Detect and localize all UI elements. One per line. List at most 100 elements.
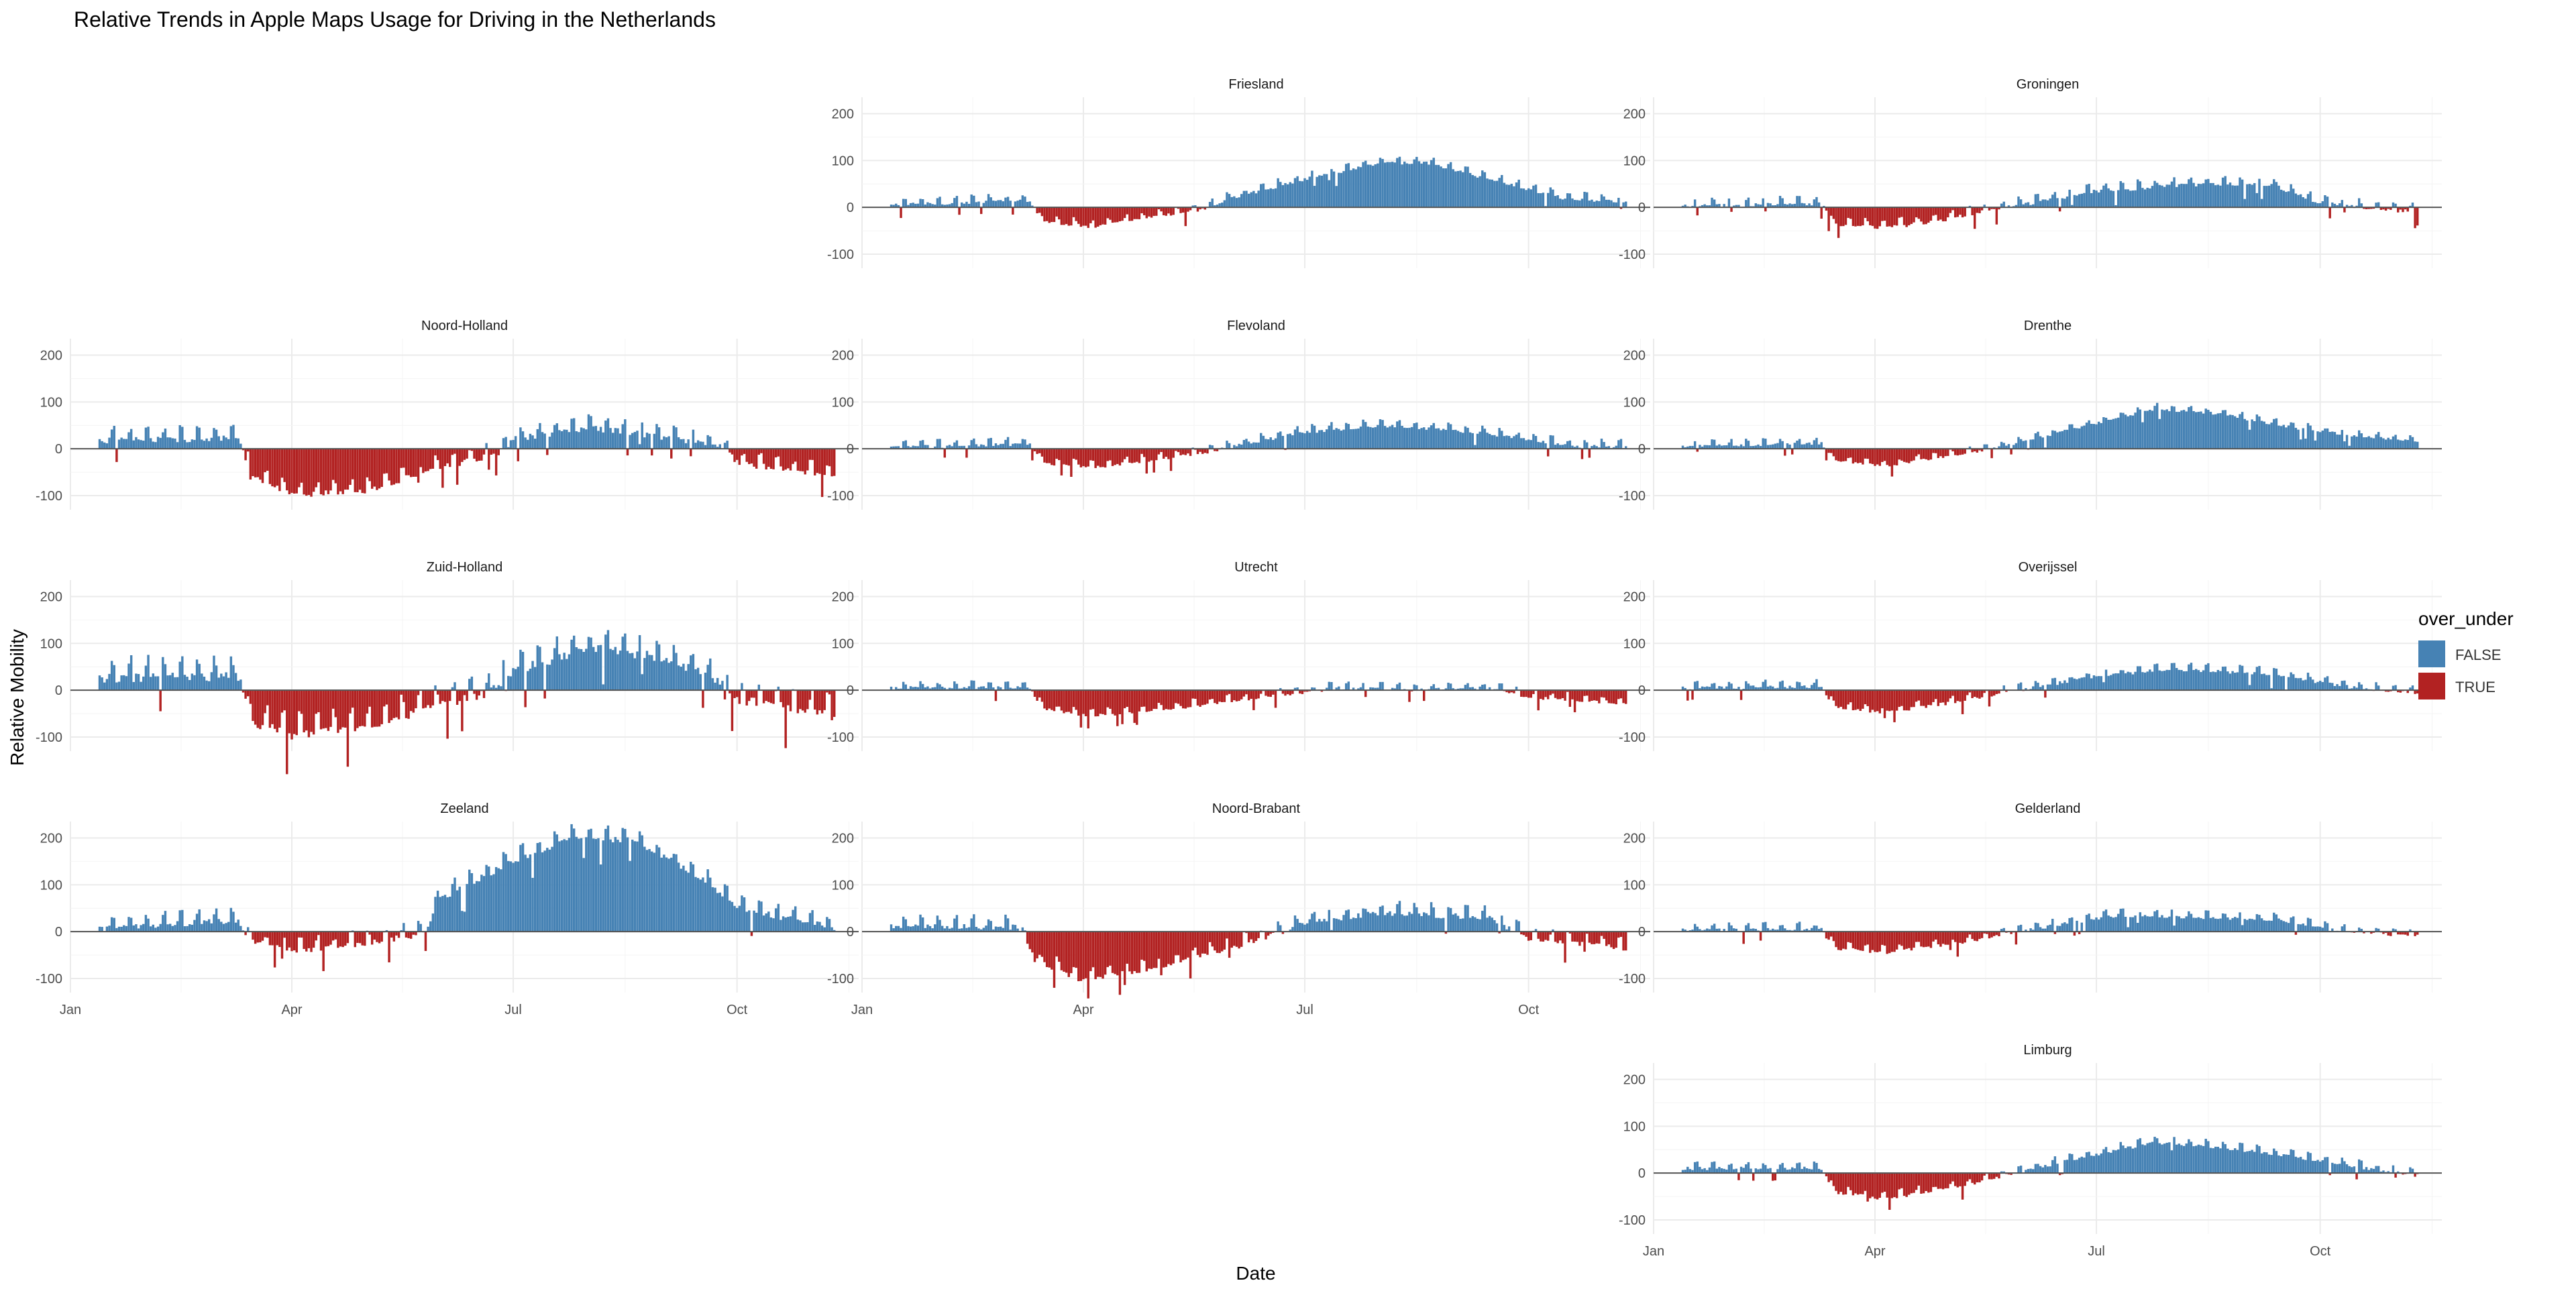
bar xyxy=(1544,690,1547,697)
bar xyxy=(1155,207,1158,216)
legend-swatch-false[interactable] xyxy=(2418,640,2445,667)
bar xyxy=(1291,927,1294,932)
bar xyxy=(1221,690,1224,702)
bar xyxy=(1725,686,1728,691)
bar xyxy=(2324,1157,2326,1174)
bar xyxy=(1425,429,1428,449)
bar xyxy=(1520,690,1523,697)
bar xyxy=(2000,203,2003,208)
bar xyxy=(2333,685,2337,691)
bar xyxy=(1522,438,1525,449)
bar xyxy=(2416,932,2419,935)
y-tick-label: 100 xyxy=(1623,878,1646,893)
bar xyxy=(183,675,186,691)
bar xyxy=(602,432,604,449)
bar xyxy=(1437,164,1440,208)
bar xyxy=(2282,675,2285,691)
bar xyxy=(2007,444,2010,449)
x-tick-label: Oct xyxy=(727,1003,748,1017)
bar xyxy=(2000,1171,2003,1174)
bar xyxy=(750,932,753,936)
bar xyxy=(1713,439,1716,449)
bar xyxy=(2290,1149,2292,1174)
bar xyxy=(745,911,748,932)
bar xyxy=(733,690,736,698)
bar xyxy=(1790,1167,1794,1174)
bar xyxy=(1116,449,1119,464)
bar xyxy=(1311,913,1313,932)
bar xyxy=(1864,1173,1867,1191)
bar xyxy=(2129,415,2132,449)
bar xyxy=(1177,932,1180,956)
bar xyxy=(1272,690,1275,695)
bar xyxy=(1803,685,1806,691)
bar xyxy=(1201,449,1204,454)
bar xyxy=(1971,690,1974,698)
bar xyxy=(566,659,568,691)
bar xyxy=(295,690,298,736)
bar xyxy=(694,443,697,449)
bar xyxy=(1036,690,1038,701)
bar xyxy=(1272,439,1275,449)
bar xyxy=(606,825,610,932)
bar xyxy=(147,427,150,449)
bar xyxy=(609,649,612,691)
bar xyxy=(1128,932,1131,972)
bar xyxy=(195,426,199,449)
bar xyxy=(229,907,233,932)
bar xyxy=(376,690,378,727)
bar xyxy=(319,690,323,730)
bar xyxy=(1087,207,1089,228)
y-tick-label: 200 xyxy=(1623,348,1646,363)
bar xyxy=(1552,929,1554,932)
bar xyxy=(2226,184,2229,208)
bar xyxy=(2071,424,2074,449)
bar xyxy=(931,687,934,691)
bar xyxy=(2275,418,2278,449)
bar xyxy=(924,445,927,449)
bar xyxy=(655,424,658,449)
bar xyxy=(1971,449,1974,453)
bar xyxy=(2110,419,2112,449)
bar xyxy=(2414,441,2416,449)
bar xyxy=(1053,207,1056,223)
bar xyxy=(1976,690,1979,698)
bar xyxy=(1203,690,1207,705)
bar xyxy=(2321,201,2324,208)
bar xyxy=(1898,932,1901,945)
bar xyxy=(2182,410,2186,449)
bar xyxy=(2304,1160,2307,1174)
bar xyxy=(1456,170,1460,208)
bar xyxy=(468,869,471,932)
bar xyxy=(1559,690,1562,699)
bar xyxy=(680,667,682,691)
bar xyxy=(1442,168,1445,208)
bar xyxy=(259,449,262,480)
bar xyxy=(1420,428,1423,449)
bar xyxy=(488,673,490,691)
bar xyxy=(568,654,571,691)
legend-swatch-true[interactable] xyxy=(2418,673,2445,699)
bar xyxy=(2053,677,2057,691)
bar xyxy=(904,919,908,932)
bar xyxy=(1607,932,1611,945)
bar xyxy=(1240,444,1243,449)
bar xyxy=(2039,201,2042,208)
bar xyxy=(590,416,592,449)
bar xyxy=(1102,449,1104,467)
bar xyxy=(115,449,118,462)
bar xyxy=(948,687,951,691)
bar xyxy=(1189,449,1192,456)
bar xyxy=(946,925,949,932)
bar xyxy=(1077,207,1080,224)
bar xyxy=(2002,685,2005,691)
bar xyxy=(1374,427,1377,449)
bar xyxy=(936,439,939,449)
bar xyxy=(1544,443,1547,449)
bar xyxy=(509,440,513,449)
bar xyxy=(1325,921,1328,932)
bar xyxy=(1252,442,1255,449)
bar xyxy=(1766,928,1770,932)
bar xyxy=(1033,932,1036,962)
